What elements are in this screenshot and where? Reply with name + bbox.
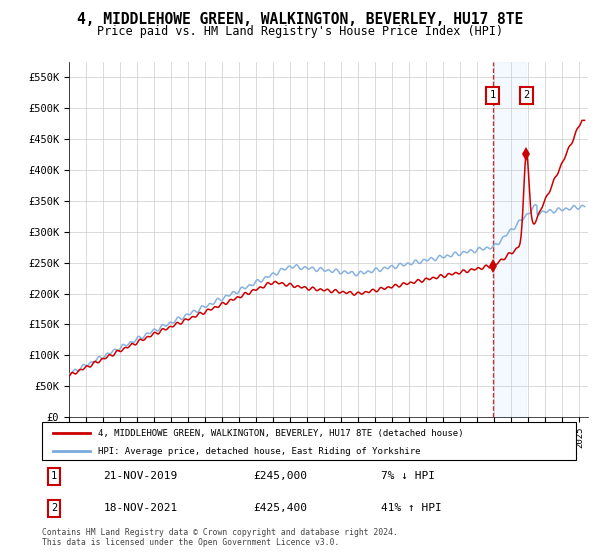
- Text: 2: 2: [51, 503, 58, 514]
- Text: £425,400: £425,400: [253, 503, 307, 514]
- Text: 1: 1: [490, 90, 496, 100]
- Text: 21-NOV-2019: 21-NOV-2019: [103, 472, 178, 482]
- Text: 4, MIDDLEHOWE GREEN, WALKINGTON, BEVERLEY, HU17 8TE (detached house): 4, MIDDLEHOWE GREEN, WALKINGTON, BEVERLE…: [98, 429, 464, 438]
- Text: Contains HM Land Registry data © Crown copyright and database right 2024.
This d: Contains HM Land Registry data © Crown c…: [42, 528, 398, 547]
- Text: 18-NOV-2021: 18-NOV-2021: [103, 503, 178, 514]
- Text: 1: 1: [51, 472, 58, 482]
- Text: 41% ↑ HPI: 41% ↑ HPI: [381, 503, 442, 514]
- Text: Price paid vs. HM Land Registry's House Price Index (HPI): Price paid vs. HM Land Registry's House …: [97, 25, 503, 38]
- Text: 7% ↓ HPI: 7% ↓ HPI: [381, 472, 435, 482]
- Text: 4, MIDDLEHOWE GREEN, WALKINGTON, BEVERLEY, HU17 8TE: 4, MIDDLEHOWE GREEN, WALKINGTON, BEVERLE…: [77, 12, 523, 27]
- Text: 2: 2: [523, 90, 530, 100]
- Bar: [493, 62, 526, 417]
- Text: HPI: Average price, detached house, East Riding of Yorkshire: HPI: Average price, detached house, East…: [98, 447, 421, 456]
- Text: £245,000: £245,000: [253, 472, 307, 482]
- FancyBboxPatch shape: [42, 422, 576, 460]
